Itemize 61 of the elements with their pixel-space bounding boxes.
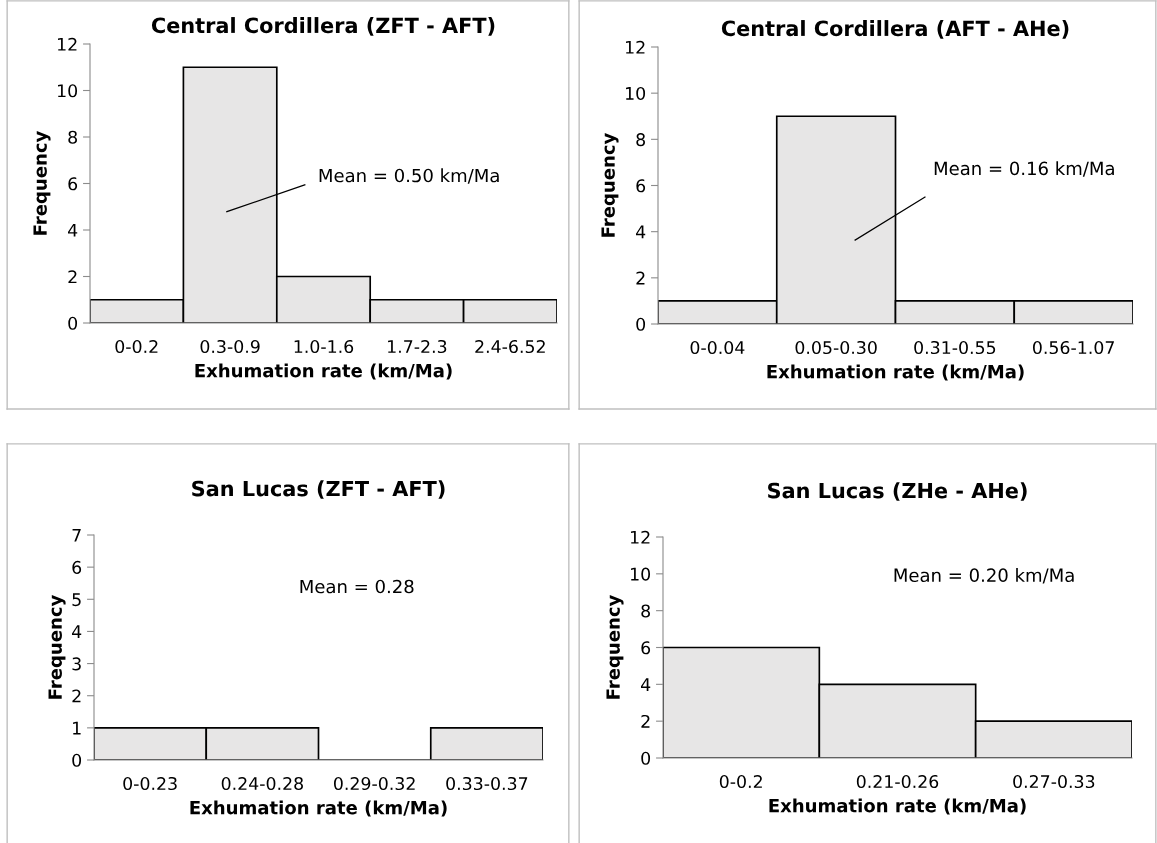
annotation: Mean = 0.28 — [300, 579, 414, 594]
y-tick-label: 12 — [631, 530, 650, 544]
x-tick-label: 0.05-0.30 — [795, 340, 877, 355]
chart-title: Central Cordillera (ZFT - AFT) — [151, 17, 495, 36]
y-tick-label: 10 — [58, 84, 78, 98]
chart-title: San Lucas (ZHe - AHe) — [768, 482, 1027, 501]
x-tick-label: 0.33-0.37 — [446, 776, 528, 791]
y-tick-label: 4 — [68, 223, 78, 237]
y-tick-label: 8 — [641, 604, 651, 618]
y-tick-label: 12 — [58, 37, 77, 51]
y-tick-label: 6 — [72, 560, 82, 574]
x-axis-title: Exhumation rate (km/Ma) — [190, 800, 447, 817]
y-tick-label: 0 — [636, 317, 646, 331]
y-tick-label: 10 — [626, 86, 646, 101]
y-tick-label: 5 — [72, 593, 81, 607]
chart-title: Central Cordillera (AFT - AHe) — [721, 20, 1069, 39]
x-tick-label: 0.27-0.33 — [1013, 774, 1095, 789]
y-tick-label: 2 — [641, 714, 650, 728]
y-axis-title: Frequency — [606, 594, 624, 699]
x-tick-label: 0.3-0.9 — [200, 339, 260, 354]
x-tick-label: 0-0.23 — [123, 776, 177, 791]
annotation: Mean = 0.50 km/Ma — [319, 168, 499, 184]
y-tick-label: 2 — [68, 270, 77, 284]
x-axis-title: Exhumation rate (km/Ma) — [767, 364, 1024, 381]
x-tick-label: 1.7-2.3 — [388, 339, 447, 354]
x-axis-title: Exhumation rate (km/Ma) — [769, 798, 1026, 815]
x-tick-label: 0.29-0.32 — [333, 776, 415, 791]
y-tick-label: 8 — [68, 130, 78, 144]
y-tick-label: 6 — [68, 177, 78, 191]
y-tick-label: 6 — [641, 641, 651, 655]
x-tick-label: 0-0.04 — [690, 340, 745, 355]
y-tick-label: 0 — [68, 316, 78, 330]
y-tick-label: 4 — [636, 225, 646, 239]
x-tick-label: 0.31-0.55 — [914, 340, 996, 355]
x-tick-label: 0-0.2 — [115, 339, 158, 354]
y-tick-label: 0 — [641, 751, 651, 765]
x-tick-label: 0.21-0.26 — [856, 774, 939, 789]
y-tick-label: 1 — [73, 721, 81, 735]
y-tick-label: 12 — [626, 40, 645, 54]
x-tick-label: 2.4-6.52 — [475, 339, 545, 354]
y-tick-label: 3 — [72, 657, 81, 671]
y-tick-label: 8 — [636, 133, 646, 147]
y-tick-label: 7 — [72, 528, 81, 542]
y-tick-label: 10 — [631, 567, 651, 581]
y-tick-label: 4 — [72, 625, 82, 639]
y-tick-label: 0 — [72, 753, 82, 767]
y-axis-title: Frequency — [601, 132, 619, 237]
x-tick-label: 0-0.2 — [719, 774, 762, 789]
y-axis-title: Frequency — [33, 130, 51, 235]
x-axis-title: Exhumation rate (km/Ma) — [195, 363, 452, 380]
x-tick-label: 0.24-0.28 — [221, 776, 303, 791]
x-tick-label: 1.0-1.6 — [294, 339, 354, 354]
x-tick-label: 0.56-1.07 — [1032, 340, 1114, 355]
y-tick-label: 6 — [636, 179, 646, 193]
y-tick-label: 4 — [641, 678, 651, 691]
y-tick-label: 2 — [636, 271, 645, 285]
annotation: Mean = 0.20 km/Ma — [894, 568, 1074, 584]
annotation: Mean = 0.16 km/Ma — [934, 161, 1114, 177]
y-axis-title: Frequency — [48, 594, 66, 699]
chart-title: San Lucas (ZFT - AFT) — [192, 480, 445, 499]
y-tick-label: 2 — [72, 689, 81, 703]
